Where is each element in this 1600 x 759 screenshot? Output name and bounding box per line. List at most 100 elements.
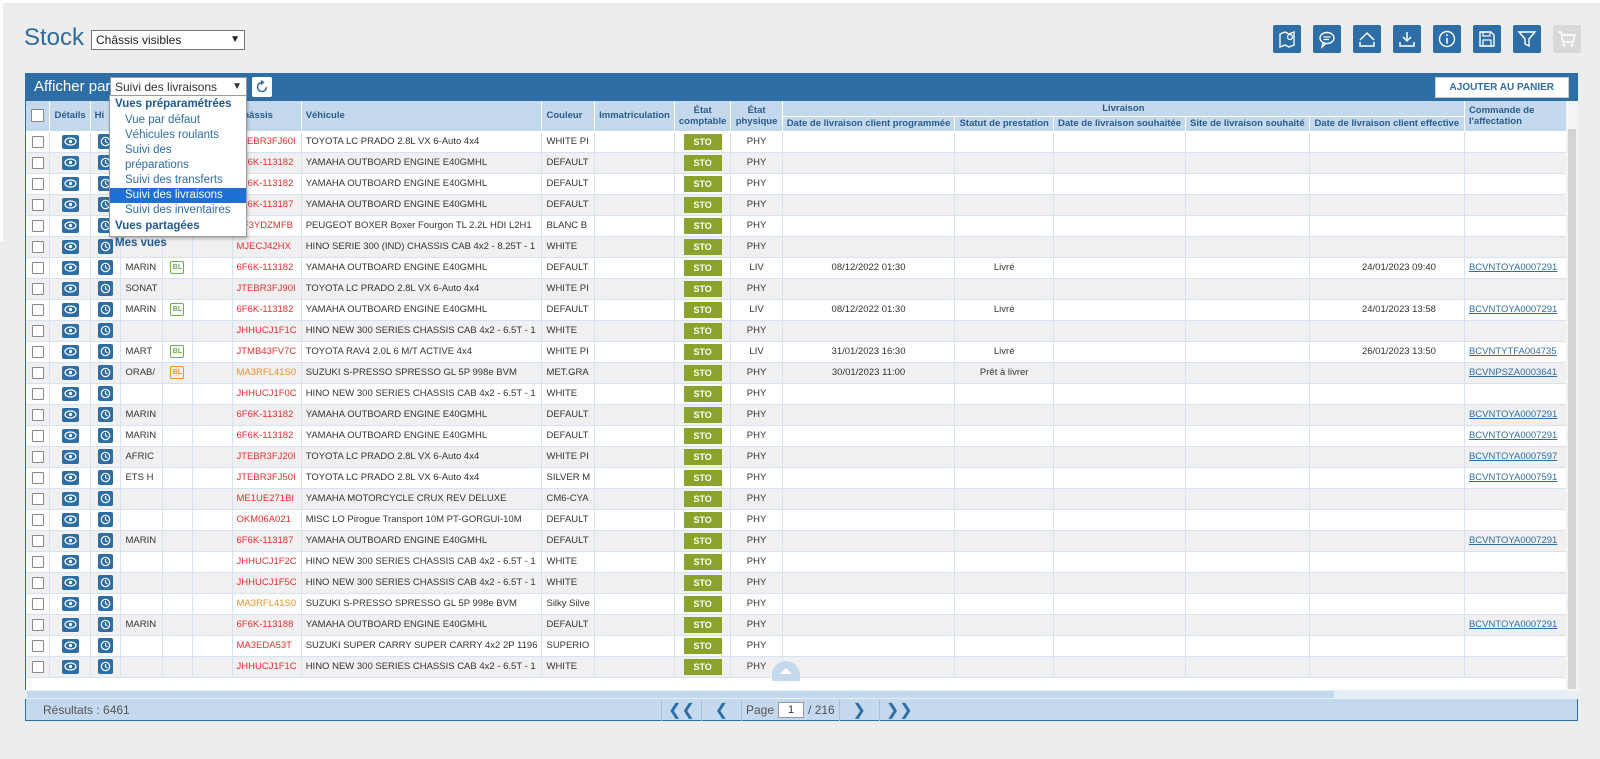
horizontal-scroll-thumb[interactable] bbox=[27, 691, 1334, 698]
history-icon[interactable] bbox=[98, 323, 114, 338]
refresh-button[interactable] bbox=[252, 77, 272, 97]
chassis-value[interactable]: JHHUCJ1F0C bbox=[236, 388, 297, 399]
history-icon[interactable] bbox=[98, 386, 114, 401]
row-checkbox[interactable] bbox=[31, 513, 44, 526]
col-date-programmee[interactable]: Date de livraison client programmée bbox=[782, 116, 956, 132]
history-icon[interactable] bbox=[98, 512, 114, 527]
row-checkbox[interactable] bbox=[31, 177, 44, 190]
history-icon[interactable] bbox=[98, 554, 114, 569]
row-checkbox[interactable] bbox=[31, 471, 44, 484]
page-input[interactable]: 1 bbox=[778, 702, 805, 718]
table-row[interactable]: SONAT JTEBR3FJ90I TOYOTA LC PRADO 2.8L VX … bbox=[26, 278, 1567, 300]
eye-icon[interactable] bbox=[61, 365, 79, 380]
col-details[interactable]: Détails bbox=[49, 101, 91, 132]
table-row[interactable]: MJECJ42HX HINO SERIE 300 (IND) CHASSIS CA… bbox=[26, 236, 1567, 258]
upload-button[interactable] bbox=[1353, 25, 1381, 53]
table-row[interactable]: JHHUCJ1F0C HINO NEW 300 SERIES CHASSIS CA… bbox=[26, 383, 1567, 405]
dropdown-group-label[interactable]: Mes vues bbox=[115, 237, 167, 249]
col-date-souhaitee[interactable]: Date de livraison souhaitée bbox=[1053, 116, 1187, 132]
chassis-value[interactable]: JTMB43FV7C bbox=[236, 346, 297, 357]
col-etat-comptable[interactable]: État comptable bbox=[674, 101, 732, 132]
eye-icon[interactable] bbox=[61, 554, 79, 569]
history-icon[interactable] bbox=[98, 302, 114, 317]
bl-document-icon[interactable]: BL bbox=[170, 303, 185, 316]
eye-icon[interactable] bbox=[61, 428, 79, 443]
chassis-value[interactable]: ME1UE271BI bbox=[236, 493, 295, 504]
eye-icon[interactable] bbox=[61, 575, 79, 590]
eye-icon[interactable] bbox=[61, 659, 79, 674]
eye-icon[interactable] bbox=[61, 155, 79, 170]
eye-icon[interactable] bbox=[61, 134, 79, 149]
history-icon[interactable] bbox=[98, 533, 114, 548]
history-icon[interactable] bbox=[98, 659, 114, 674]
commande-link[interactable]: BCVNPSZA0003641 bbox=[1468, 367, 1558, 378]
row-checkbox[interactable] bbox=[31, 408, 44, 421]
dropdown-group-label[interactable]: Vues partagées bbox=[115, 220, 200, 232]
chassis-value[interactable]: 6F6K-113182 bbox=[236, 262, 294, 273]
row-checkbox[interactable] bbox=[31, 450, 44, 463]
prev-page-button[interactable]: ❮ bbox=[701, 699, 741, 721]
bl-document-icon[interactable]: BL bbox=[170, 261, 185, 274]
select-all-checkbox[interactable] bbox=[31, 109, 45, 123]
row-checkbox[interactable] bbox=[31, 597, 44, 610]
chassis-value[interactable]: 6F6K-113187 bbox=[236, 535, 294, 546]
cart-button[interactable] bbox=[1553, 25, 1581, 53]
row-checkbox[interactable] bbox=[31, 576, 44, 589]
chassis-value[interactable]: OKM06A021 bbox=[236, 514, 291, 525]
row-checkbox[interactable] bbox=[31, 282, 44, 295]
add-to-cart-button[interactable]: AJOUTER AU PANIER bbox=[1434, 77, 1569, 98]
commande-link[interactable]: BCVNTOYA0007291 bbox=[1468, 262, 1558, 273]
chassis-value[interactable]: MJECJ42HX bbox=[236, 241, 291, 252]
col-etat-physique[interactable]: État physique bbox=[730, 101, 783, 132]
map-pin-button[interactable] bbox=[1273, 25, 1301, 53]
chassis-value[interactable]: 6F6K-113187 bbox=[236, 199, 294, 210]
dropdown-option[interactable]: Vue par défaut bbox=[125, 114, 201, 126]
eye-icon[interactable] bbox=[61, 449, 79, 464]
bl-document-icon[interactable]: BL bbox=[170, 366, 185, 379]
eye-icon[interactable] bbox=[61, 617, 79, 632]
row-checkbox[interactable] bbox=[31, 219, 44, 232]
chassis-value[interactable]: JHHUCJ1F2C bbox=[236, 556, 297, 567]
col-date-effective[interactable]: Date de livraison client effective bbox=[1309, 116, 1465, 132]
chassis-value[interactable]: MA3RFL41S0 bbox=[236, 367, 297, 378]
save-button[interactable] bbox=[1473, 25, 1501, 53]
eye-icon[interactable] bbox=[61, 260, 79, 275]
row-checkbox[interactable] bbox=[31, 261, 44, 274]
table-row[interactable]: JHHUCJ1F1C HINO NEW 300 SERIES CHASSIS CA… bbox=[26, 656, 1567, 678]
table-row[interactable]: MARIN BL 6F6K-113182 YAMAHA OUTBOARD ENGINE… bbox=[26, 257, 1567, 279]
table-row[interactable]: MARIN 6F6K-113187 YAMAHA OUTBOARD ENGINE E… bbox=[26, 530, 1567, 552]
row-checkbox[interactable] bbox=[31, 492, 44, 505]
dropdown-group-label[interactable]: Vues préparamétrées bbox=[115, 98, 232, 110]
comments-button[interactable] bbox=[1313, 25, 1341, 53]
row-checkbox[interactable] bbox=[31, 198, 44, 211]
chassis-value[interactable]: VF3YDZMFB bbox=[236, 220, 293, 231]
table-row[interactable]: JHHUCJ1F1C HINO NEW 300 SERIES CHASSIS CA… bbox=[26, 320, 1567, 342]
row-checkbox[interactable] bbox=[31, 639, 44, 652]
filter-button[interactable] bbox=[1513, 25, 1541, 53]
table-row[interactable]: JTEBR3FJ60I TOYOTA LC PRADO 2.8L VX 6-Aut… bbox=[26, 131, 1567, 153]
table-row[interactable]: MA3RFL41S0 SUZUKI S-PRESSO SPRESSO GL 5P … bbox=[26, 593, 1567, 615]
row-checkbox[interactable] bbox=[31, 324, 44, 337]
history-icon[interactable] bbox=[98, 428, 114, 443]
table-row[interactable]: MARIN 6F6K-113182 YAMAHA OUTBOARD ENGINE E… bbox=[26, 404, 1567, 426]
chassis-value[interactable]: JTEBR3FJ90I bbox=[236, 283, 296, 294]
bl-document-icon[interactable]: BL bbox=[170, 345, 185, 358]
history-icon[interactable] bbox=[98, 638, 114, 653]
row-checkbox[interactable] bbox=[31, 429, 44, 442]
col-commande[interactable]: Commande de l'affectation bbox=[1464, 101, 1567, 132]
chassis-value[interactable]: JTEBR3FJ20I bbox=[236, 451, 296, 462]
chassis-value[interactable]: 6F6K-113182 bbox=[236, 178, 294, 189]
vertical-scrollbar[interactable] bbox=[1566, 101, 1578, 691]
table-row[interactable]: 6F6K-113187 YAMAHA OUTBOARD ENGINE E40GMH… bbox=[26, 194, 1567, 216]
commande-link[interactable]: BCVNTOYA0007291 bbox=[1468, 409, 1558, 420]
eye-icon[interactable] bbox=[61, 197, 79, 212]
row-checkbox[interactable] bbox=[31, 618, 44, 631]
table-row[interactable]: MARIN BL 6F6K-113182 YAMAHA OUTBOARD ENGINE… bbox=[26, 299, 1567, 321]
history-icon[interactable] bbox=[98, 344, 114, 359]
table-row[interactable]: JHHUCJ1F5C HINO NEW 300 SERIES CHASSIS CA… bbox=[26, 572, 1567, 594]
eye-icon[interactable] bbox=[61, 638, 79, 653]
col-site-souhaite[interactable]: Site de livraison souhaité bbox=[1185, 116, 1310, 132]
chassis-value[interactable]: 6F6K-113182 bbox=[236, 409, 294, 420]
row-checkbox[interactable] bbox=[31, 534, 44, 547]
table-row[interactable]: ORAB/BL MA3RFL41S0 SUZUKI S-PRESSO SPRESSO… bbox=[26, 362, 1567, 384]
